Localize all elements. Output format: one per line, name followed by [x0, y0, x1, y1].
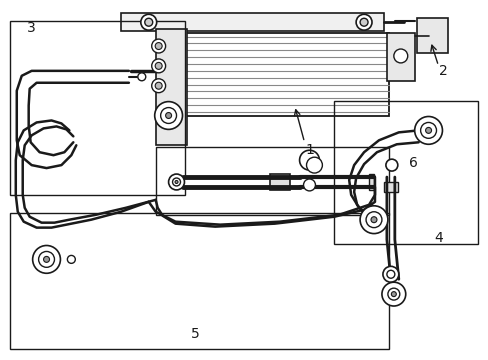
Circle shape	[151, 59, 165, 73]
Circle shape	[385, 159, 397, 171]
Circle shape	[387, 288, 399, 300]
Circle shape	[154, 102, 182, 129]
Circle shape	[138, 73, 145, 81]
Circle shape	[33, 246, 61, 273]
Circle shape	[39, 251, 54, 267]
Bar	[10, 213, 388, 349]
Bar	[269, 174, 289, 190]
Circle shape	[393, 49, 407, 63]
Circle shape	[175, 180, 178, 184]
Circle shape	[168, 174, 184, 190]
Circle shape	[155, 82, 162, 89]
Circle shape	[67, 255, 75, 264]
Circle shape	[359, 206, 387, 234]
Text: 4: 4	[433, 230, 442, 244]
Circle shape	[355, 14, 371, 30]
Circle shape	[390, 292, 395, 297]
Text: 5: 5	[191, 327, 200, 341]
Circle shape	[172, 178, 180, 186]
Bar	[155, 147, 388, 215]
Circle shape	[43, 256, 49, 262]
Circle shape	[151, 79, 165, 93]
Circle shape	[414, 117, 442, 144]
Bar	[334, 100, 477, 244]
Circle shape	[420, 122, 436, 138]
Circle shape	[144, 18, 152, 26]
Circle shape	[386, 270, 394, 278]
Bar	[175, 33, 388, 116]
Bar	[368, 174, 373, 190]
Circle shape	[299, 150, 319, 170]
Bar	[183, 177, 299, 187]
Text: 6: 6	[408, 156, 417, 170]
Circle shape	[141, 14, 156, 30]
Circle shape	[425, 127, 431, 133]
Circle shape	[370, 217, 376, 223]
Bar	[155, 29, 187, 145]
Bar	[416, 18, 447, 53]
Circle shape	[155, 62, 162, 69]
Circle shape	[359, 18, 367, 26]
Circle shape	[155, 42, 162, 50]
Circle shape	[303, 179, 315, 191]
Circle shape	[165, 113, 171, 118]
Bar	[383, 182, 397, 192]
Circle shape	[382, 266, 398, 282]
Bar	[121, 13, 383, 31]
Text: 3: 3	[27, 21, 36, 35]
Circle shape	[366, 212, 381, 228]
Circle shape	[306, 157, 322, 173]
Circle shape	[381, 282, 405, 306]
Circle shape	[151, 39, 165, 53]
Bar	[10, 21, 185, 195]
Text: 1: 1	[305, 143, 313, 157]
Circle shape	[161, 108, 176, 123]
Text: 2: 2	[438, 64, 447, 78]
Bar	[386, 33, 414, 81]
